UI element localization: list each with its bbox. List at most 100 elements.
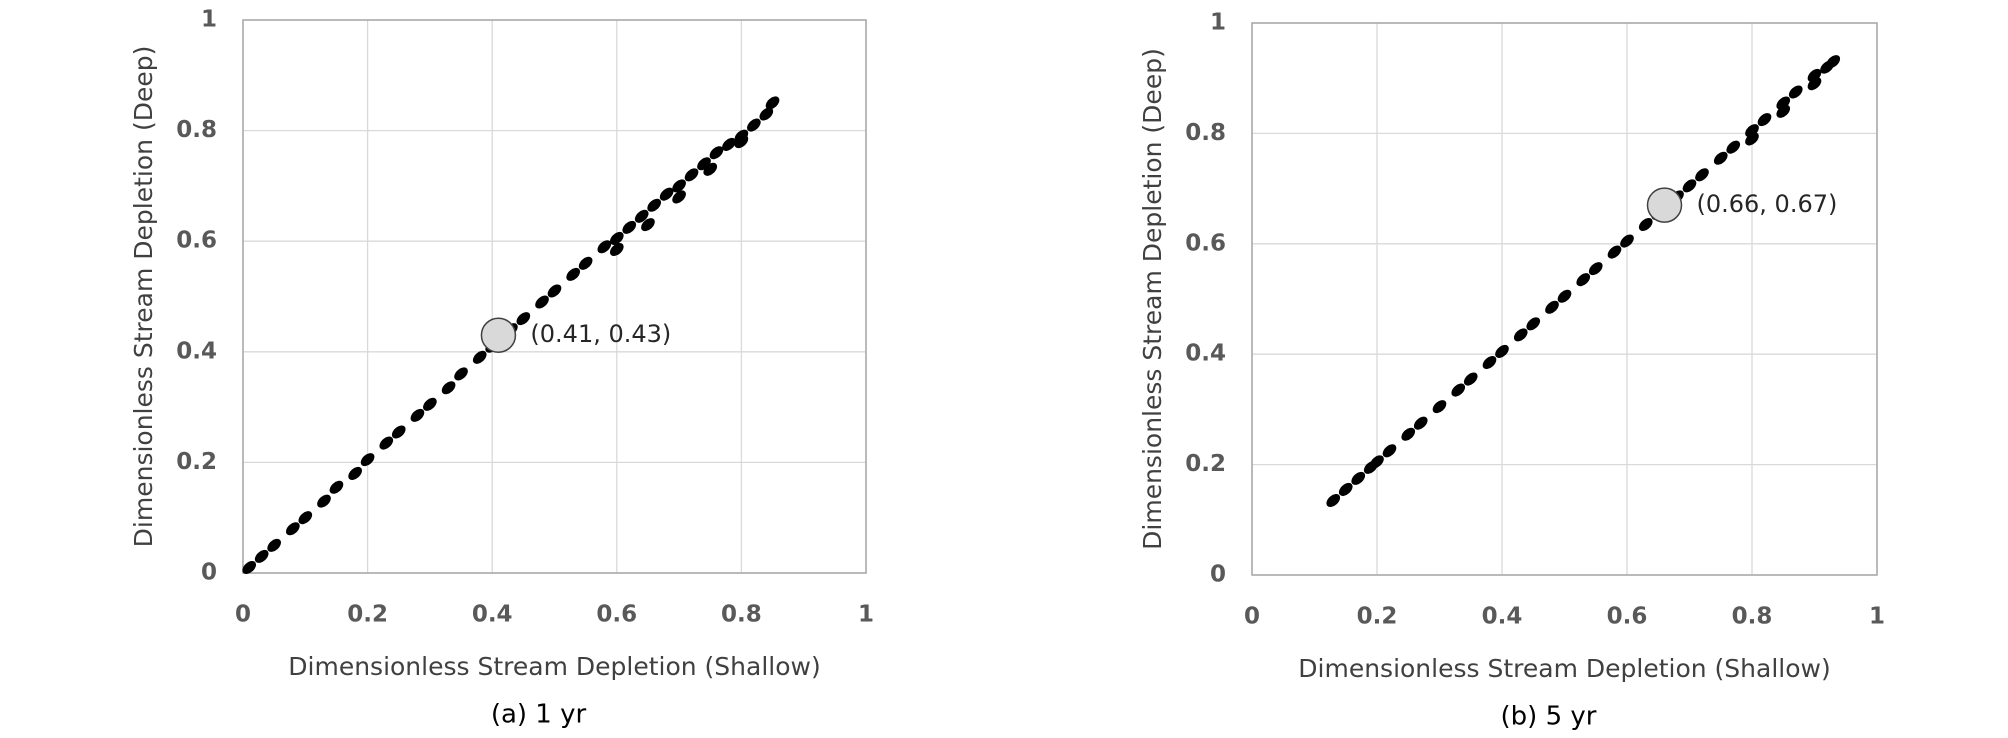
point xyxy=(242,560,257,574)
y-tick-label: 0.6 xyxy=(1185,230,1226,256)
point xyxy=(1576,273,1591,287)
point xyxy=(535,295,549,309)
x-tick-label: 0.2 xyxy=(347,602,388,628)
point xyxy=(1757,113,1772,127)
y-tick-label: 0.8 xyxy=(176,117,217,143)
point xyxy=(734,135,749,149)
point xyxy=(472,350,487,364)
point xyxy=(684,168,699,182)
point xyxy=(329,480,344,494)
point xyxy=(1745,132,1759,146)
point xyxy=(703,162,718,176)
point xyxy=(1401,427,1416,441)
point xyxy=(454,367,468,381)
chart: 0 0.2 0.4 0.6 0.8 1 0 0.2 0.4 0.6 0.8 1 (0.41, 0.43)… xyxy=(129,7,874,730)
point xyxy=(379,436,394,450)
point xyxy=(1526,317,1541,331)
highlight-point xyxy=(1646,187,1683,223)
caption: (a) 1 yr xyxy=(491,700,587,730)
x-tick-label: 0 xyxy=(1244,604,1260,630)
point xyxy=(423,397,437,411)
point xyxy=(547,284,562,298)
point xyxy=(641,218,655,232)
y-tick-label: 0 xyxy=(201,560,217,586)
point xyxy=(1545,300,1559,314)
y-axis-label: Dimensionless Stream Depletion (Deep) xyxy=(129,46,158,548)
point xyxy=(659,187,674,201)
point xyxy=(1788,85,1803,99)
y-tick-label: 0.2 xyxy=(1185,451,1226,477)
point xyxy=(516,312,531,326)
y-axis-label: Dimensionless Stream Depletion (Deep) xyxy=(1138,48,1167,550)
point xyxy=(1826,55,1841,69)
point xyxy=(722,137,736,151)
point xyxy=(1607,245,1622,259)
point xyxy=(391,425,406,439)
point xyxy=(1326,493,1341,507)
y-tick-label: 0.2 xyxy=(176,449,217,475)
point xyxy=(1620,234,1634,248)
y-tick-label: 0 xyxy=(1210,562,1226,588)
point xyxy=(410,408,425,422)
point xyxy=(348,466,362,480)
point xyxy=(747,118,761,132)
point xyxy=(1413,416,1428,430)
x-axis-label: Dimensionless Stream Depletion (Shallow) xyxy=(288,652,820,681)
x-tick-label: 0 xyxy=(235,602,251,628)
plot-frame xyxy=(242,19,867,574)
point xyxy=(1713,151,1728,165)
point xyxy=(254,549,269,563)
point xyxy=(1726,140,1741,154)
point xyxy=(765,96,780,110)
x-tick-label: 0.6 xyxy=(1607,604,1648,630)
point xyxy=(1463,372,1478,386)
y-tick-label: 1 xyxy=(201,7,217,33)
x-axis-label: Dimensionless Stream Depletion (Shallow) xyxy=(1298,654,1830,683)
point xyxy=(672,179,686,193)
x-tick-label: 0.2 xyxy=(1357,604,1398,630)
point xyxy=(1638,217,1653,231)
annotation: (0.41, 0.43) xyxy=(530,320,671,348)
point xyxy=(286,522,300,536)
point xyxy=(634,209,649,223)
point xyxy=(317,494,331,508)
point xyxy=(647,198,662,212)
point xyxy=(672,190,686,204)
x-tick-label: 1 xyxy=(858,602,874,628)
point xyxy=(1495,344,1509,358)
point xyxy=(566,267,581,281)
point xyxy=(759,107,774,121)
point xyxy=(1382,444,1397,458)
point xyxy=(298,511,313,525)
x-tick-label: 0.6 xyxy=(596,602,637,628)
point xyxy=(1557,289,1572,303)
y-tick-label: 0.6 xyxy=(176,228,217,254)
point xyxy=(709,146,724,160)
x-tick-label: 0.4 xyxy=(1482,604,1523,630)
point xyxy=(1482,355,1497,369)
point xyxy=(360,453,375,467)
x-tick-label: 0.4 xyxy=(472,602,513,628)
point xyxy=(267,538,281,552)
y-tick-label: 0.4 xyxy=(176,338,217,364)
y-tick-label: 1 xyxy=(1210,10,1226,36)
annotation: (0.66, 0.67) xyxy=(1697,190,1838,218)
caption: (b) 5 yr xyxy=(1501,702,1597,732)
point xyxy=(1370,455,1384,469)
point xyxy=(441,381,456,395)
highlight-point xyxy=(480,317,517,353)
x-tick-label: 0.8 xyxy=(721,602,762,628)
y-tick-label: 0.8 xyxy=(1185,120,1226,146)
point xyxy=(1776,104,1791,118)
point xyxy=(609,231,624,245)
x-tick-label: 1 xyxy=(1869,604,1885,630)
point xyxy=(1351,471,1366,485)
point xyxy=(1432,400,1447,414)
point xyxy=(1682,179,1697,193)
point xyxy=(1695,168,1709,182)
chart: 0 0.2 0.4 0.6 0.8 1 0 0.2 0.4 0.6 0.8 1 (0.66, 0.67)… xyxy=(1138,10,1885,732)
point xyxy=(622,220,637,234)
point xyxy=(1513,328,1528,342)
point xyxy=(1451,383,1466,397)
